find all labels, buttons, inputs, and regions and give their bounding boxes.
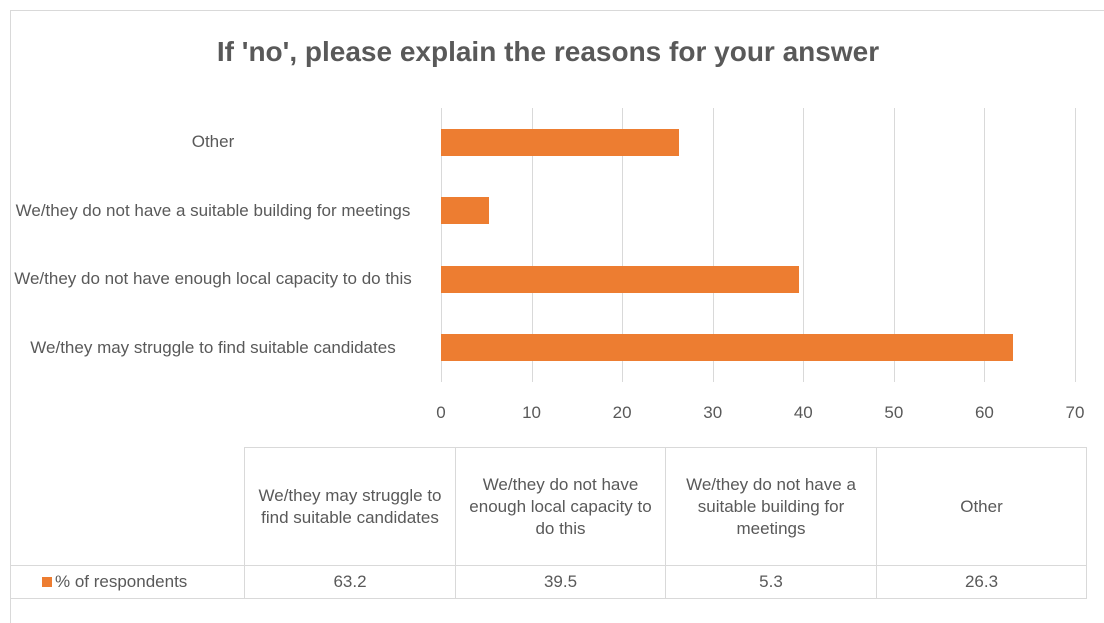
grid-line [531,108,533,382]
bar [441,334,1014,362]
legend-key [42,577,52,587]
table-header-cell: Other [876,447,1087,566]
x-tick-label: 20 [612,403,632,422]
grid-line [712,108,714,382]
bar [441,128,680,156]
legend-label: % of respondents [55,572,188,591]
table-value-cell: 26.3 [876,565,1087,599]
x-tick-label: 10 [522,403,542,422]
category-label: We/they do not have enough local capacit… [14,269,412,289]
grid-line [441,108,442,382]
table-header-cell: We/they may struggle to find suitable ca… [244,447,456,566]
x-tick-label: 60 [974,403,994,422]
category-label: We/they may struggle to find suitable ca… [30,337,396,357]
table-header-cell: We/they do not have a suitable building … [665,447,877,566]
x-tick-label: 70 [1065,403,1085,422]
x-tick-label: 0 [436,403,446,422]
category-label: Other [191,132,235,152]
category-label: We/they do not have a suitable building … [15,200,411,220]
table-value-cell: 39.5 [455,565,666,599]
x-tick-label: 30 [703,403,723,422]
table-header-cell: We/they do not have enough local capacit… [455,447,666,566]
chart-frame [10,10,1104,623]
x-tick-label: 40 [793,403,813,422]
grid-line [893,108,895,382]
table-value-cell: 5.3 [665,565,877,599]
grid-line [984,108,986,382]
bar [441,265,799,293]
chart-title: If 'no', please explain the reasons for … [216,36,880,67]
legend-cell [10,565,245,599]
table-value-cell: 63.2 [244,565,456,599]
grid-line [622,108,624,382]
bar [441,197,489,225]
x-tick-label: 50 [884,403,904,422]
grid-line [803,108,805,382]
grid-line [1075,108,1076,382]
